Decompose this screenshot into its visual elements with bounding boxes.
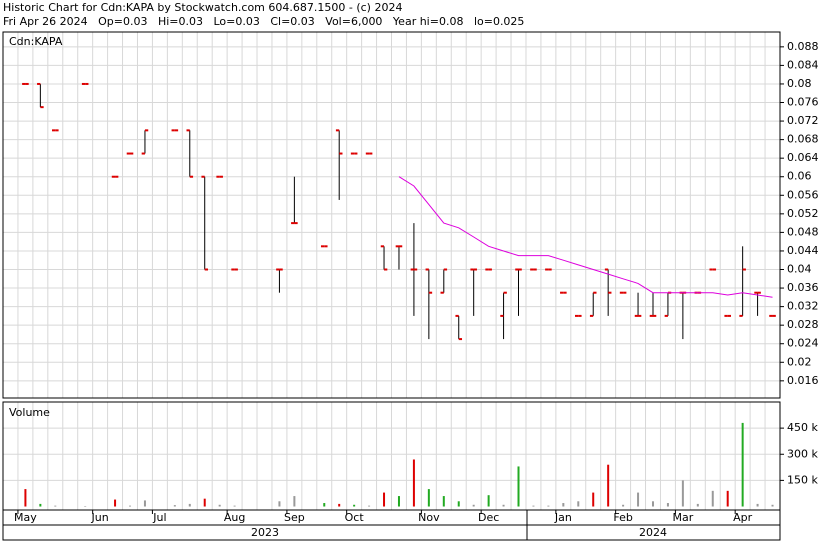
- volume-bar: [547, 505, 550, 507]
- y-tick-label: 450 k: [787, 421, 818, 434]
- y-tick-label: 0.04: [787, 263, 812, 276]
- volume-bar: [129, 505, 132, 507]
- y-tick-label: 0.048: [787, 225, 819, 238]
- volume-bar: [651, 501, 654, 507]
- symbol-label: Cdn:KAPA: [9, 35, 63, 48]
- volume-bar: [577, 501, 580, 507]
- volume-bar: [353, 504, 356, 507]
- volume-bar: [502, 504, 505, 507]
- volume-bar: [681, 480, 684, 507]
- year-label: 2023: [251, 526, 279, 539]
- x-tick-label: Jun: [91, 511, 109, 524]
- y-tick-label: 0.028: [787, 318, 819, 331]
- volume-bar: [188, 503, 191, 507]
- volume-bar: [323, 503, 326, 507]
- volume-bar: [532, 505, 535, 507]
- volume-bar: [293, 496, 296, 507]
- volume-bar: [39, 503, 42, 507]
- volume-bar: [54, 505, 57, 507]
- y-tick-label: 0.08: [787, 77, 812, 90]
- volume-bar: [114, 499, 117, 507]
- volume-bar: [562, 503, 565, 507]
- y-tick-label: 0.064: [787, 151, 819, 164]
- volume-bar: [666, 503, 669, 507]
- volume-bar: [517, 466, 520, 507]
- x-tick-label: Jan: [554, 511, 572, 524]
- volume-bar: [278, 501, 281, 507]
- volume-bar: [173, 505, 176, 507]
- volume-bar: [487, 495, 490, 507]
- x-tick-label: Dec: [478, 511, 499, 524]
- y-tick-label: 0.084: [787, 58, 819, 71]
- volume-bar: [637, 492, 640, 507]
- volume-bar: [368, 505, 371, 507]
- y-tick-label: 300 k: [787, 447, 818, 460]
- x-tick-label: Jul: [152, 511, 166, 524]
- volume-bar: [756, 503, 759, 507]
- volume-bar: [412, 459, 415, 507]
- x-tick-label: May: [14, 511, 37, 524]
- volume-bar: [233, 505, 236, 507]
- volume-bar: [84, 505, 87, 507]
- volume-bar: [397, 496, 400, 507]
- volume-bar: [218, 504, 221, 507]
- y-tick-label: 0.06: [787, 170, 812, 183]
- year-label: 2024: [639, 526, 667, 539]
- x-tick-label: Apr: [733, 511, 753, 524]
- volume-bar: [203, 498, 206, 507]
- volume-bar: [143, 500, 146, 507]
- y-tick-label: 0.068: [787, 133, 819, 146]
- y-tick-label: 150 k: [787, 473, 818, 486]
- volume-label: Volume: [9, 406, 50, 419]
- volume-bar: [24, 489, 27, 507]
- volume-bar: [696, 503, 699, 507]
- y-tick-label: 0.036: [787, 281, 819, 294]
- y-tick-label: 0.052: [787, 207, 819, 220]
- y-tick-label: 0.016: [787, 374, 819, 387]
- volume-bar: [592, 492, 595, 507]
- volume-bar: [726, 490, 729, 507]
- volume-bar: [457, 501, 460, 507]
- volume-bar: [442, 496, 445, 507]
- chart-title: Historic Chart for Cdn:KAPA by Stockwatc…: [3, 1, 402, 14]
- x-tick-label: Mar: [672, 511, 693, 524]
- volume-bar: [711, 490, 714, 507]
- y-tick-label: 0.072: [787, 114, 819, 127]
- y-tick-label: 0.076: [787, 96, 819, 109]
- x-tick-label: Feb: [613, 511, 632, 524]
- x-tick-label: Oct: [345, 511, 365, 524]
- x-tick-label: Sep: [284, 511, 305, 524]
- volume-bar: [741, 422, 744, 507]
- grid: [3, 32, 780, 510]
- x-tick-label: Nov: [418, 511, 440, 524]
- volume-bar: [427, 489, 430, 507]
- chart-subtitle: Fri Apr 26 2024 Op=0.03 Hi=0.03 Lo=0.03 …: [3, 15, 524, 28]
- y-tick-label: 0.02: [787, 355, 812, 368]
- y-tick-label: 0.024: [787, 337, 819, 350]
- y-tick-label: 0.044: [787, 244, 819, 257]
- y-tick-label: 0.088: [787, 40, 819, 53]
- volume-bar: [622, 504, 625, 507]
- volume-bar: [472, 504, 475, 507]
- y-tick-label: 0.032: [787, 300, 819, 313]
- price-panel: [2, 31, 781, 399]
- volume-bar: [383, 492, 386, 507]
- volume-bar: [771, 504, 774, 507]
- y-tick-label: 0.056: [787, 188, 819, 201]
- volume-bar: [607, 464, 610, 507]
- moving-average: [398, 176, 773, 298]
- x-tick-label: Aug: [224, 511, 245, 524]
- volume-bar: [338, 503, 341, 507]
